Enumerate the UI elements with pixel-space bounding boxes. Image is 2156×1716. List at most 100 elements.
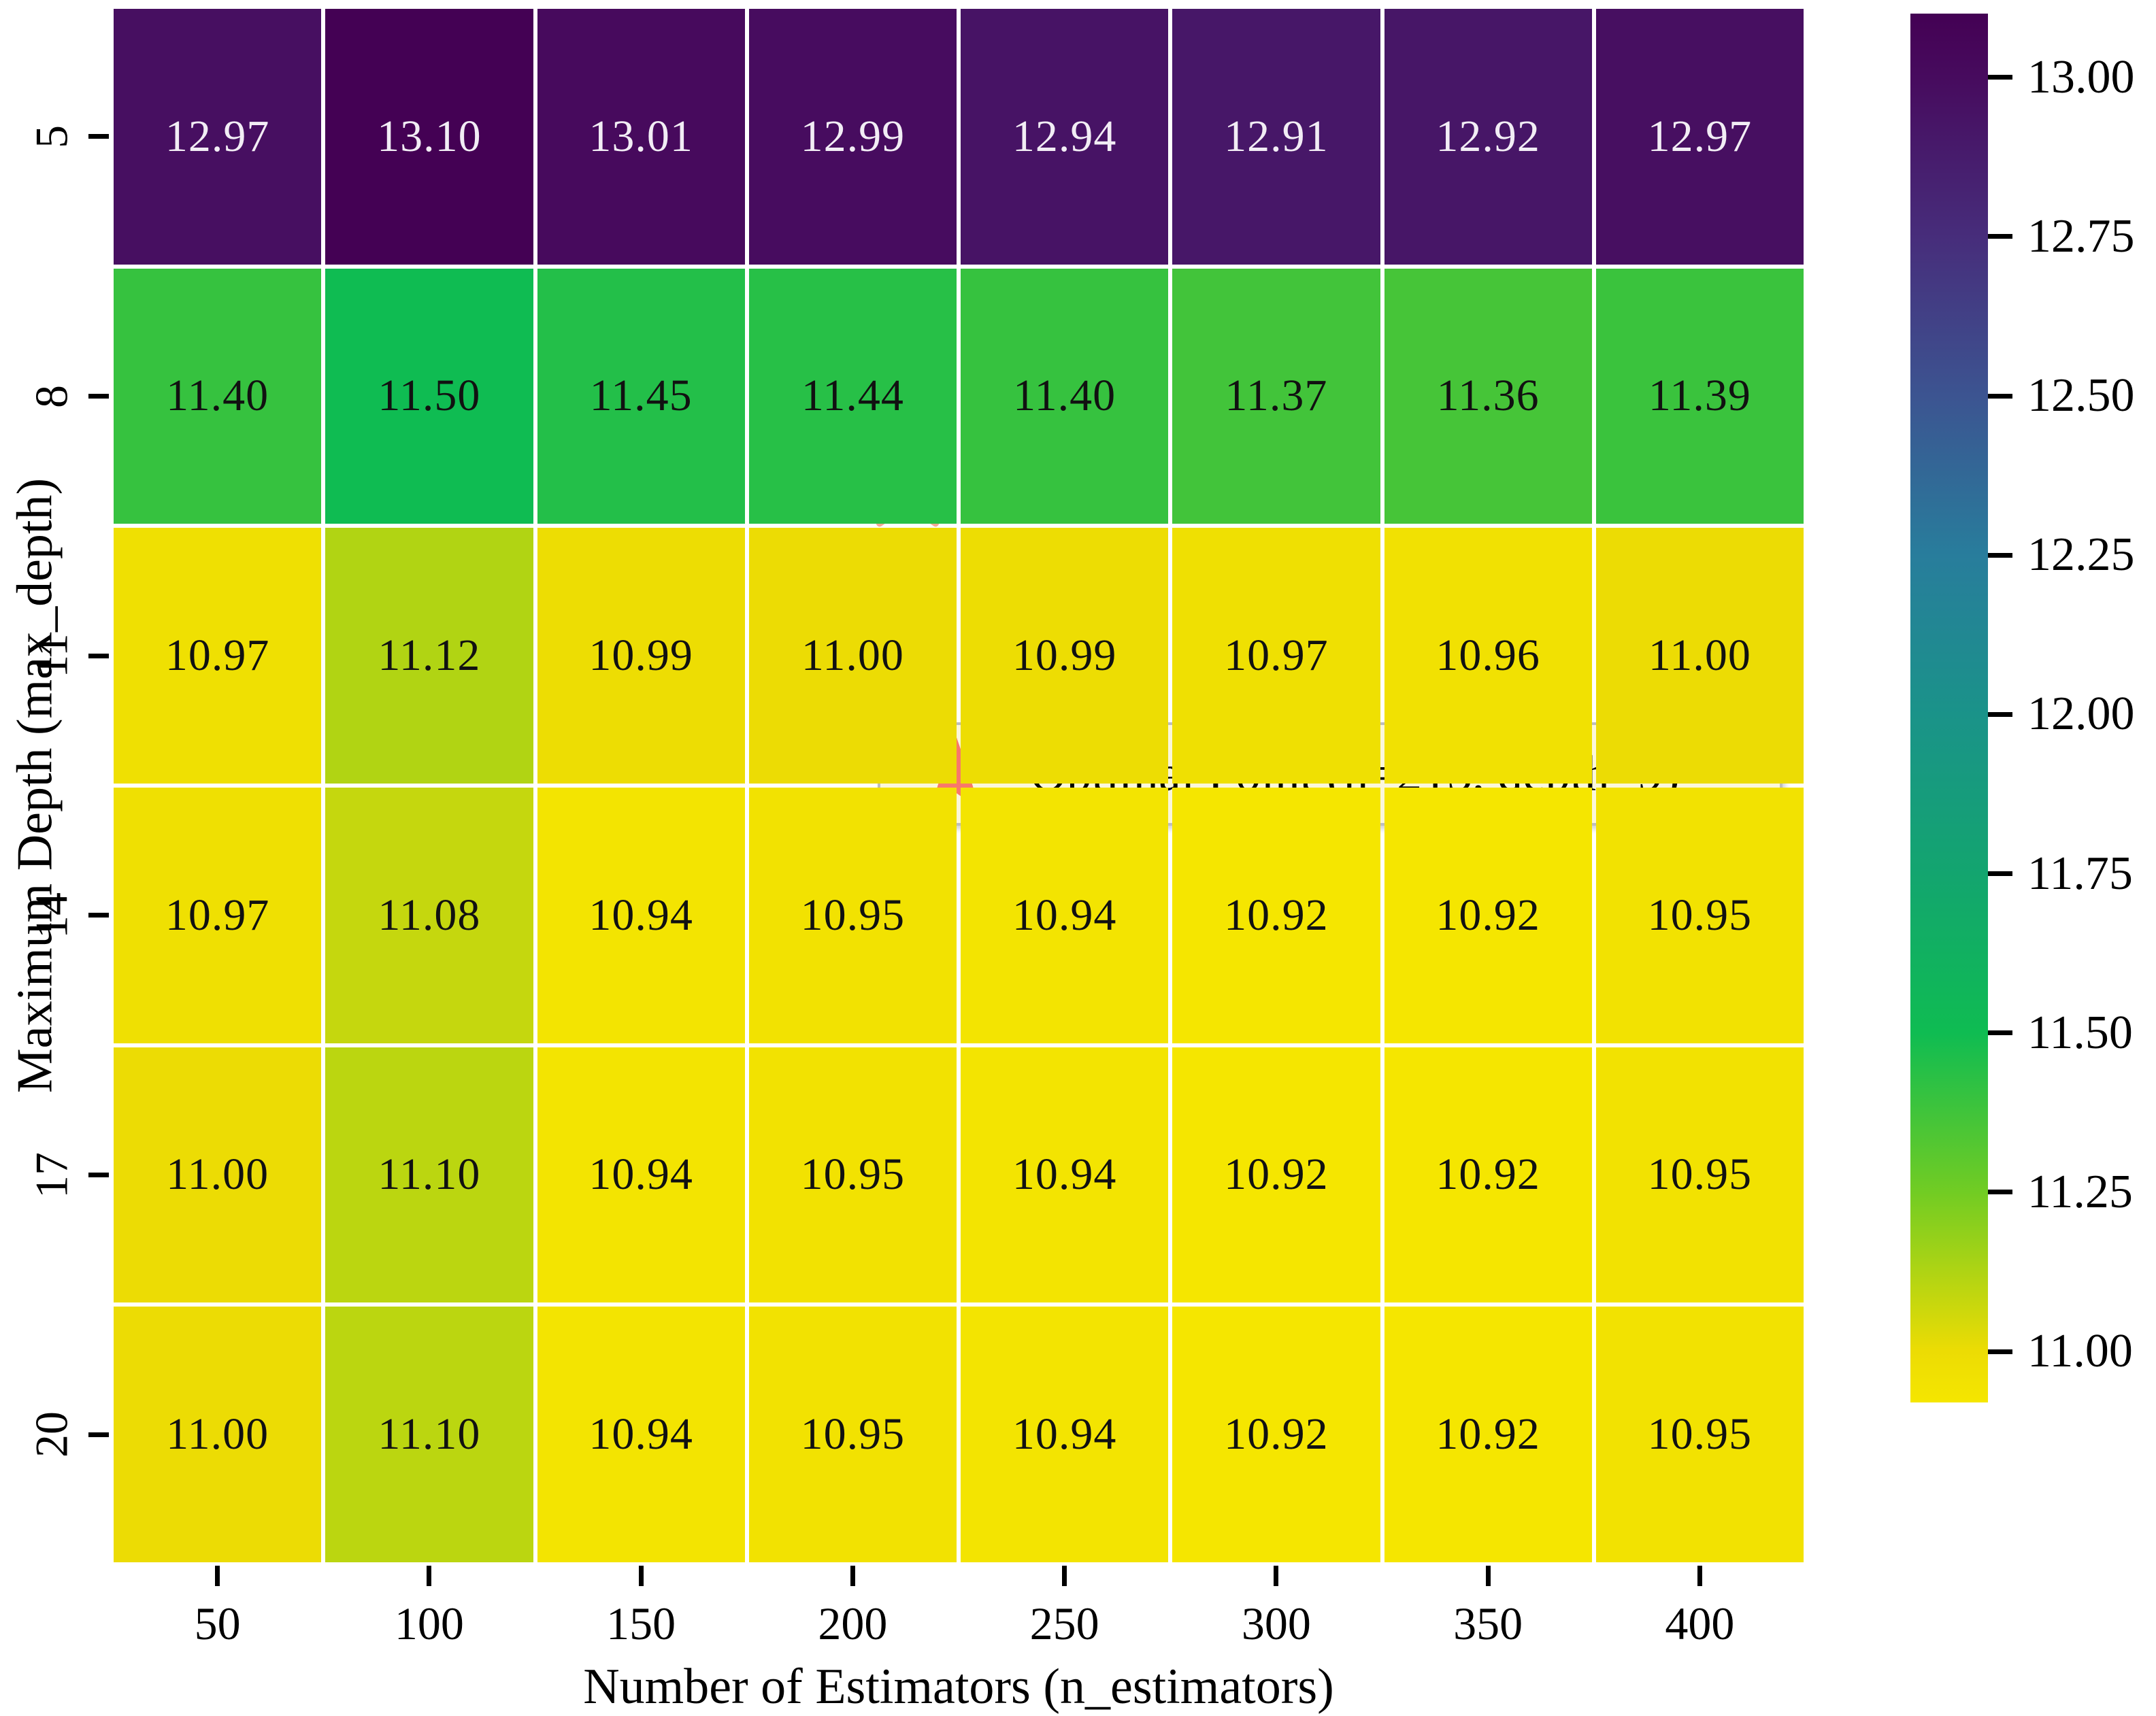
- heatmap-cell: 10.94: [961, 788, 1169, 1043]
- colorbar-tick-label: 12.75: [2027, 209, 2135, 263]
- cell-value: 11.37: [1225, 371, 1328, 421]
- y-tick-label: 11: [25, 633, 78, 678]
- colorbar-tick-label: 12.50: [2027, 369, 2135, 422]
- heatmap-cell: 10.97: [114, 788, 322, 1043]
- colorbar-tick-mark: [1988, 393, 2012, 399]
- y-tick-mark: [88, 1173, 109, 1177]
- cell-value: 10.92: [1224, 890, 1329, 940]
- heatmap-cell: 11.00: [114, 1047, 322, 1303]
- heatmap-cell: 12.99: [748, 9, 957, 265]
- heatmap-cell: 11.00: [1595, 528, 1804, 784]
- heatmap-cell: 11.36: [1384, 268, 1592, 524]
- heatmap-cell: 10.95: [1595, 1307, 1804, 1562]
- heatmap-cell: 10.92: [1172, 1307, 1380, 1562]
- colorbar-tick-mark: [1988, 871, 2012, 877]
- heatmap-cell: 12.97: [1595, 9, 1804, 265]
- heatmap-cell: 10.96: [1384, 528, 1592, 784]
- colorbar-tick-mark: [1988, 75, 2012, 80]
- y-tick-label: 14: [25, 892, 78, 939]
- heatmap-cell: 11.44: [748, 268, 957, 524]
- colorbar-tick-label: 11.25: [2027, 1165, 2133, 1218]
- cell-value: 11.45: [589, 371, 693, 421]
- heatmap-cell: 11.10: [325, 1307, 533, 1562]
- cell-value: 10.94: [1012, 1149, 1117, 1200]
- x-tick-label: 400: [1665, 1598, 1735, 1649]
- heatmap-cell: 10.97: [1172, 528, 1380, 784]
- y-tick-mark: [88, 653, 109, 658]
- x-tick-label: 100: [394, 1598, 464, 1649]
- cell-value: 10.94: [1012, 890, 1117, 940]
- cell-value: 10.94: [588, 890, 693, 940]
- cell-value: 10.96: [1436, 630, 1540, 681]
- cell-value: 11.00: [166, 1409, 269, 1460]
- heatmap-cell: 13.10: [325, 9, 533, 265]
- cell-value: 10.99: [1012, 630, 1117, 681]
- cell-value: 11.00: [801, 630, 904, 681]
- colorbar-tick-mark: [1988, 1349, 2012, 1354]
- cell-value: 11.10: [378, 1409, 481, 1460]
- x-tick-label: 300: [1241, 1598, 1311, 1649]
- x-tick-label: 150: [606, 1598, 676, 1649]
- heatmap-cell: 11.37: [1172, 268, 1380, 524]
- heatmap-cell: 10.95: [1595, 1047, 1804, 1303]
- cell-value: 11.00: [166, 1149, 269, 1200]
- cell-value: 13.01: [588, 111, 693, 161]
- y-tick-mark: [88, 1432, 109, 1437]
- colorbar-tick-label: 11.75: [2027, 847, 2133, 900]
- cell-value: 10.97: [165, 890, 270, 940]
- heatmap-cell: 13.01: [537, 9, 745, 265]
- x-tick-label: 200: [818, 1598, 888, 1649]
- heatmap-cell: 10.95: [1595, 788, 1804, 1043]
- heatmap-cell: 10.99: [537, 528, 745, 784]
- heatmap-cell: 10.92: [1384, 1307, 1592, 1562]
- cell-value: 11.00: [1648, 630, 1751, 681]
- colorbar-tick-mark: [1988, 1030, 2012, 1036]
- y-tick-mark: [88, 134, 109, 139]
- colorbar-tick-label: 11.50: [2027, 1006, 2133, 1059]
- cell-value: 10.97: [1224, 630, 1329, 681]
- heatmap-cell: 10.94: [961, 1047, 1169, 1303]
- cell-value: 10.97: [165, 630, 270, 681]
- heatmap-cell: 11.40: [961, 268, 1169, 524]
- heatmap-cell: 10.94: [537, 1047, 745, 1303]
- heatmap-cell: 11.50: [325, 268, 533, 524]
- cell-value: 10.95: [1647, 890, 1753, 940]
- heatmap-cell: 11.40: [114, 268, 322, 524]
- colorbar-tick-mark: [1988, 1190, 2012, 1195]
- heatmap-cell: 10.95: [748, 1307, 957, 1562]
- cell-value: 10.95: [800, 1149, 906, 1200]
- x-tick-mark: [850, 1566, 855, 1586]
- heatmap-cell: 11.12: [325, 528, 533, 784]
- y-axis-label: Maximum Depth (max_depth): [7, 477, 63, 1094]
- cell-value: 11.50: [378, 371, 481, 421]
- heatmap-cell: 10.97: [114, 528, 322, 784]
- x-tick-mark: [638, 1566, 644, 1586]
- cell-value: 12.97: [1647, 111, 1753, 161]
- heatmap-cell: 10.94: [961, 1307, 1169, 1562]
- heatmap-cell: 11.08: [325, 788, 533, 1043]
- colorbar-tick-mark: [1988, 711, 2012, 717]
- x-tick-label: 250: [1029, 1598, 1099, 1649]
- heatmap-cell: 12.94: [961, 9, 1169, 265]
- cell-value: 10.95: [800, 1409, 906, 1460]
- cell-value: 11.40: [1013, 371, 1116, 421]
- colorbar-tick-label: 12.00: [2027, 688, 2135, 741]
- cell-value: 10.99: [588, 630, 693, 681]
- cell-value: 10.92: [1436, 1149, 1540, 1200]
- cell-value: 11.40: [166, 371, 269, 421]
- x-tick-mark: [1274, 1566, 1279, 1586]
- x-tick-mark: [1485, 1566, 1491, 1586]
- colorbar-tick-mark: [1988, 234, 2012, 239]
- heatmap-cell: 10.94: [537, 1307, 745, 1562]
- heatmap-cell: 11.00: [114, 1307, 322, 1562]
- heatmap-cell: 10.92: [1384, 1047, 1592, 1303]
- colorbar-tick-label: 11.00: [2027, 1325, 2133, 1378]
- heatmap-cell: 10.99: [961, 528, 1169, 784]
- cell-value: 10.92: [1224, 1409, 1329, 1460]
- cell-value: 10.95: [1647, 1409, 1753, 1460]
- cell-value: 12.94: [1012, 111, 1117, 161]
- cell-value: 11.39: [1648, 371, 1751, 421]
- cell-value: 12.91: [1224, 111, 1329, 161]
- colorbar-tick-mark: [1988, 552, 2012, 558]
